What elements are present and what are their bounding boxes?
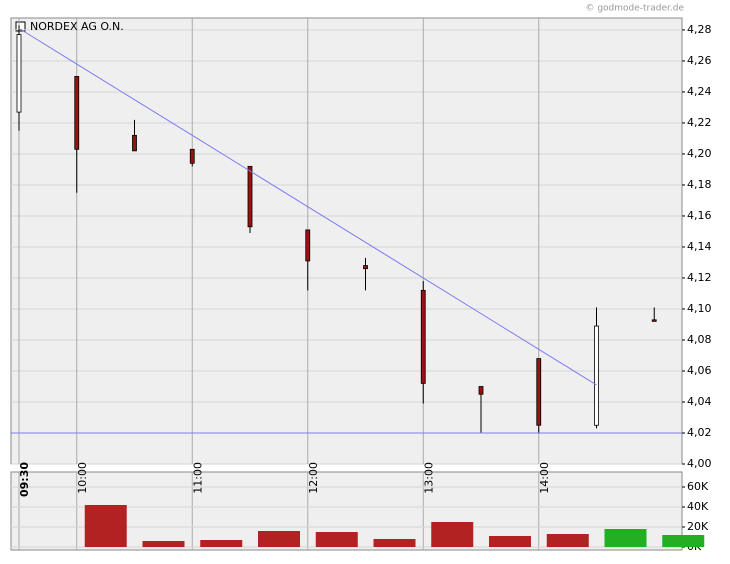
watermark: © godmode-trader.de [585,4,684,14]
trendline [18,27,597,386]
y-tick-label: 4,06 [687,364,712,377]
volume-bar [258,531,300,547]
y-tick-label: 4,28 [687,23,712,36]
x-tick-label: 12:00 [307,462,320,494]
candle-body [132,134,137,152]
price-panel [10,17,683,465]
legend-icon [15,21,26,32]
volume-bar [315,532,358,547]
candle-body [363,265,368,270]
volume-bar [431,522,474,547]
y-tick-label: 60K [687,480,709,493]
y-tick-label: 4,26 [687,54,712,67]
y-tick-label: 40K [687,500,709,513]
y-tick-label: 4,24 [687,85,712,98]
candle-body [74,76,80,150]
y-tick-label: 20K [687,520,709,533]
candle-body [536,358,542,426]
x-tick-label: 14:00 [538,462,551,494]
x-tick-label: 13:00 [422,462,435,494]
y-tick-label: 4,00 [687,457,712,470]
chart-title: NORDEX AG O.N. [30,20,124,33]
y-tick-label: 4,22 [687,116,712,129]
candle-body [305,229,311,262]
volume-bar [142,541,185,547]
x-tick-label: 11:00 [191,462,204,494]
candle-body [478,386,484,395]
x-tick-label: 09:30 [18,462,31,497]
candle-body [420,289,426,384]
y-tick-label: 4,20 [687,147,712,160]
candle-body [16,34,22,113]
volume-bar [200,540,243,547]
y-tick-label: 4,12 [687,271,712,284]
volume-bar [662,535,705,547]
y-tick-label: 4,16 [687,209,712,222]
volume-bar [604,529,647,547]
y-tick-label: 4,08 [687,333,712,346]
volume-bar [84,505,127,547]
candle-body [594,325,599,426]
volume-bar [489,536,531,547]
candle-body [651,319,657,322]
x-tick-label: 10:00 [76,462,89,494]
candle-body [189,148,195,164]
y-tick-label: 4,10 [687,302,712,315]
candle-body [247,165,253,228]
y-tick-label: 4,04 [687,395,712,408]
y-tick-label: 4,14 [687,240,712,253]
volume-bar [373,539,416,547]
y-tick-label: 4,02 [687,426,712,439]
volume-bar [546,534,589,547]
y-tick-label: 4,18 [687,178,712,191]
